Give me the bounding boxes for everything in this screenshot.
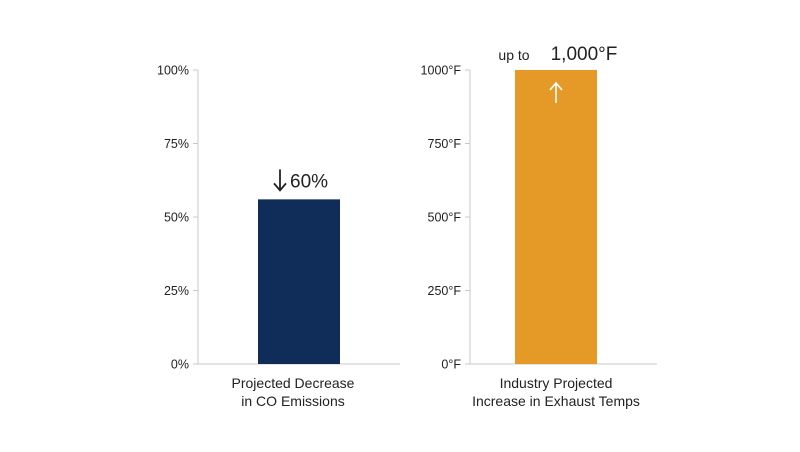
x-category-label: in CO Emissions (241, 393, 344, 409)
y-tick-label: 1000°F (421, 64, 462, 78)
bar (258, 199, 340, 364)
bar (515, 70, 597, 364)
y-tick-label: 100% (157, 64, 189, 78)
y-tick-label: 25% (164, 284, 189, 298)
down-arrow-head (273, 182, 287, 192)
y-tick-label: 50% (164, 211, 189, 225)
data-label: 1,000°F (551, 44, 618, 65)
y-tick-label: 0% (171, 358, 189, 372)
x-category-label: Industry Projected (500, 375, 613, 391)
y-tick-label: 75% (164, 137, 189, 151)
data-label: 60% (290, 171, 328, 192)
data-label-prefix: up to (498, 47, 529, 63)
y-tick-label: 500°F (428, 211, 462, 225)
y-tick-label: 750°F (428, 137, 462, 151)
up-arrow-head (549, 81, 563, 91)
y-tick-label: 0°F (441, 358, 461, 372)
x-category-label: Increase in Exhaust Temps (472, 393, 640, 409)
x-category-label: Projected Decrease (232, 375, 355, 391)
y-tick-label: 250°F (428, 284, 462, 298)
